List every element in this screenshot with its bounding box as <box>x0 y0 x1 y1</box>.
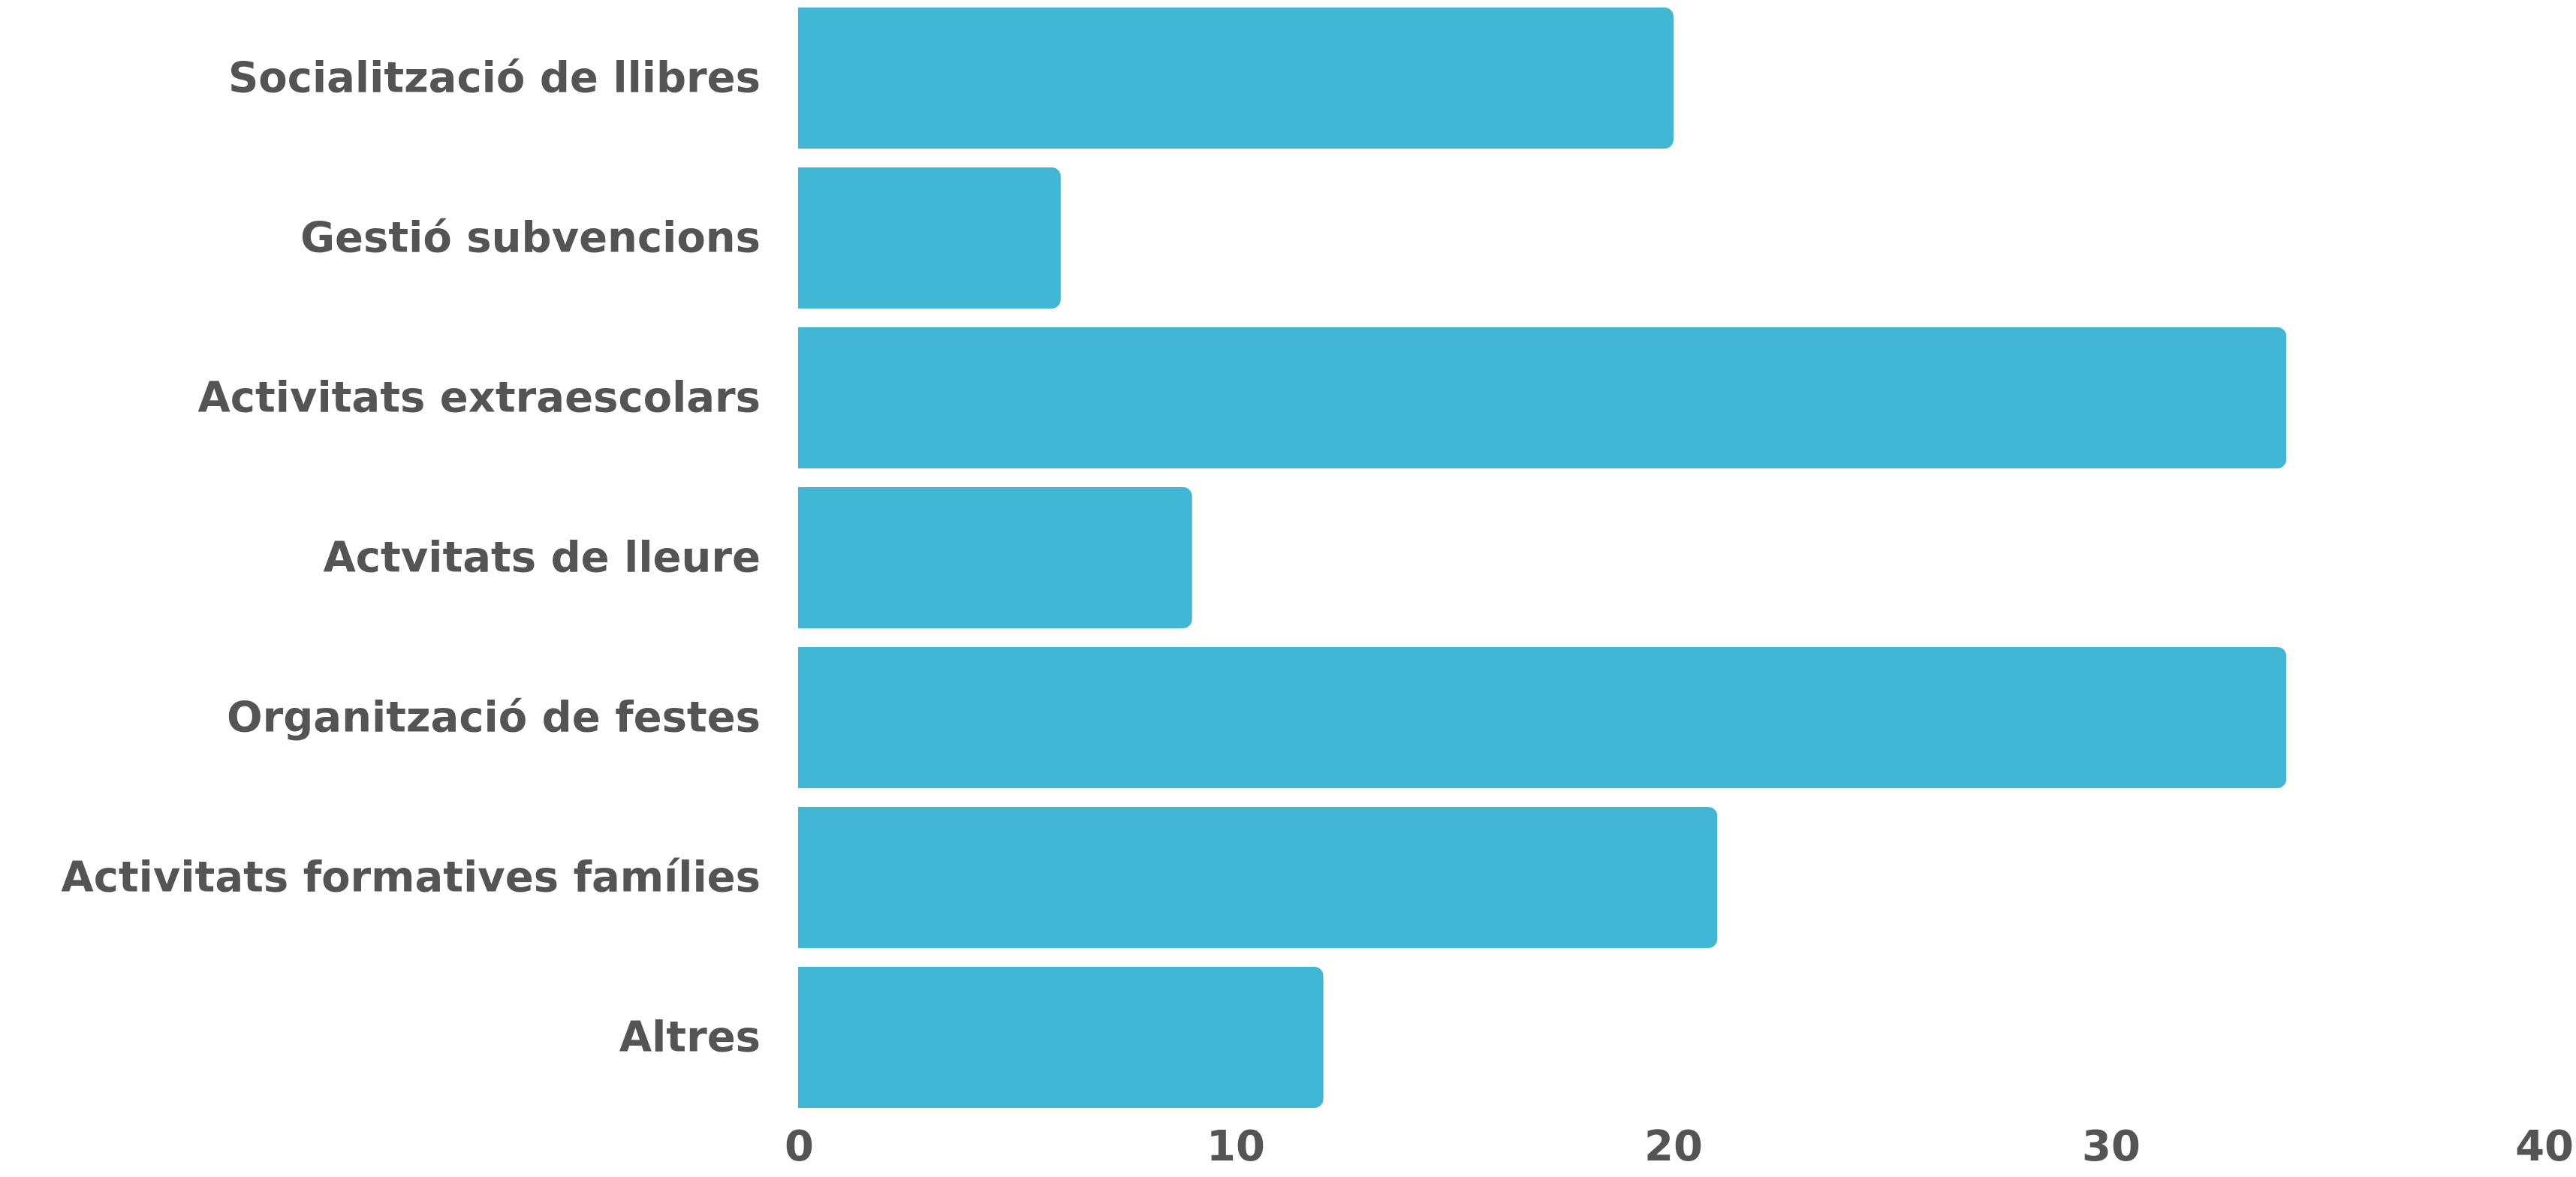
bar-base <box>798 327 813 468</box>
bar <box>798 487 1192 628</box>
bar <box>798 167 1061 309</box>
bar-base <box>798 647 813 788</box>
bar-base <box>798 967 813 1108</box>
category-label: Activitats formatives famílies <box>61 853 761 902</box>
category-label: Actvitats de lleure <box>323 534 761 582</box>
category-label: Activitats extraescolars <box>197 374 761 423</box>
bar <box>798 647 2287 788</box>
category-labels-group: Socialització de llibres Gestió subvencio… <box>61 54 761 1062</box>
category-label: Altres <box>619 1013 761 1062</box>
bar <box>798 967 1324 1108</box>
bar-base <box>798 487 813 628</box>
bar-base <box>798 807 813 948</box>
bar <box>798 807 1718 948</box>
x-axis-ticks-group: 0 10 20 30 40 <box>785 1122 2574 1171</box>
x-tick-label: 0 <box>785 1122 814 1171</box>
bar-base <box>798 167 813 309</box>
bars-group <box>798 8 2287 1108</box>
x-tick-label: 40 <box>2515 1122 2574 1171</box>
x-tick-label: 20 <box>1644 1122 1703 1171</box>
category-label: Organització de festes <box>227 694 761 742</box>
bar <box>798 8 1674 149</box>
bar <box>798 327 2287 468</box>
x-tick-label: 10 <box>1207 1122 1265 1171</box>
category-label: Gestió subvencions <box>300 214 761 263</box>
x-tick-label: 30 <box>2082 1122 2141 1171</box>
category-label: Socialització de llibres <box>228 54 761 103</box>
bar-base <box>798 8 813 149</box>
